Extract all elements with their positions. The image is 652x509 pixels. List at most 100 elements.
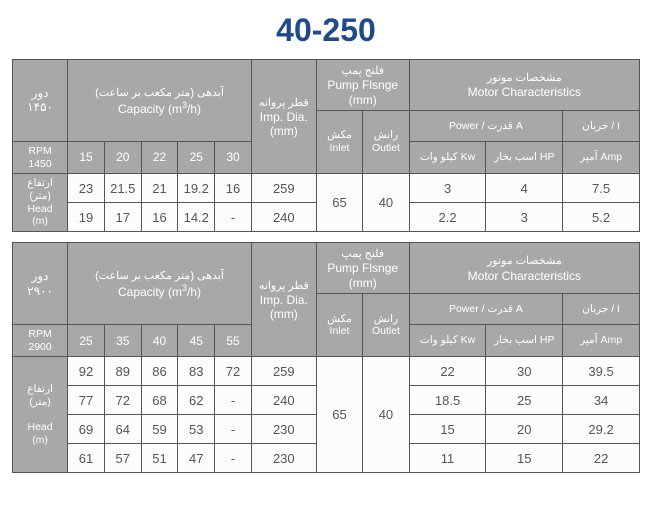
outlet-val: 40	[363, 174, 409, 232]
inlet-en: Inlet	[330, 325, 350, 337]
rpm-header: دور ۲۹۰۰	[13, 243, 68, 325]
cell: 19	[68, 203, 105, 232]
amp-header: جریان / I	[563, 294, 640, 325]
capacity-header: آبدهی (متر مکعب بر ساعت) Capacity (m3/h)	[68, 243, 252, 325]
rpm-en: RPM	[28, 145, 51, 157]
rpm-sub: RPM 2900	[13, 325, 68, 357]
cell: 34	[563, 386, 640, 415]
imp-ar: قطر پروانه	[259, 280, 309, 292]
cell: 3	[486, 203, 563, 232]
kw-header: کیلو وات Kw	[409, 141, 486, 173]
cap-0: 15	[68, 141, 105, 173]
cell: 5.2	[563, 203, 640, 232]
cell: 15	[486, 444, 563, 473]
head-ar: ارتفاع	[27, 177, 53, 189]
cap-4: 55	[215, 325, 252, 357]
cell: 19.2	[178, 174, 215, 203]
cell: 89	[104, 357, 141, 386]
imp-ar: قطر پروانه	[259, 97, 309, 109]
cell: 72	[104, 386, 141, 415]
inlet-en: Inlet	[330, 142, 350, 154]
cell: 61	[68, 444, 105, 473]
head-unit: (متر)	[29, 190, 51, 202]
cell: 68	[141, 386, 178, 415]
hp-header: اسب بخار HP	[486, 141, 563, 173]
imp-mm: (mm)	[270, 124, 298, 138]
flange-header: فلنج پمپ Pump Flsnge (mm)	[316, 60, 409, 111]
outlet-en: Outlet	[372, 325, 400, 337]
motor-en: Motor Characteristics	[468, 85, 581, 99]
cell: 83	[178, 357, 215, 386]
motor-header: مشخصات موتور Motor Characteristics	[409, 243, 639, 294]
cap-3: 45	[178, 325, 215, 357]
cell: 15	[409, 415, 486, 444]
imp-header: قطر پروانه Imp. Dia. (mm)	[251, 60, 316, 174]
cell: 11	[409, 444, 486, 473]
flange-ar: فلنج پمپ	[341, 65, 384, 77]
imp-en: Imp. Dia.	[260, 110, 308, 124]
cell: 21	[141, 174, 178, 203]
cell: 230	[251, 444, 316, 473]
head-header: ارتفاع (متر) Head (m)	[13, 357, 68, 473]
kw-header: کیلو وات Kw	[409, 325, 486, 357]
cell: 64	[104, 415, 141, 444]
cell: 16	[215, 174, 252, 203]
flange-en: Pump Flsnge	[327, 78, 398, 92]
cell: 22	[409, 357, 486, 386]
head-unit: (متر)	[29, 396, 51, 408]
cell: 240	[251, 386, 316, 415]
cap-3: 25	[178, 141, 215, 173]
inlet-ar: مکش	[327, 129, 352, 141]
head-en: Head	[28, 421, 53, 433]
cell: 29.2	[563, 415, 640, 444]
cell: 22	[563, 444, 640, 473]
imp-header: قطر پروانه Imp. Dia. (mm)	[251, 243, 316, 357]
cell: 62	[178, 386, 215, 415]
cell: 16	[141, 203, 178, 232]
outlet-header: رانش Outlet	[363, 110, 409, 173]
cap-1: 20	[104, 141, 141, 173]
cell: 259	[251, 357, 316, 386]
cell: 17	[104, 203, 141, 232]
amp-header: جریان / I	[563, 110, 640, 141]
rpm-header: دور ۱۴۵۰	[13, 60, 68, 142]
cell: 77	[68, 386, 105, 415]
cell: 230	[251, 415, 316, 444]
head-ar: ارتفاع	[27, 383, 53, 395]
cell: 53	[178, 415, 215, 444]
cap-ar: آبدهی (متر مکعب بر ساعت)	[95, 270, 224, 282]
cell: -	[215, 415, 252, 444]
cell: 69	[68, 415, 105, 444]
cap-en-a: Capacity (m	[118, 102, 182, 116]
cap-ar: آبدهی (متر مکعب بر ساعت)	[95, 87, 224, 99]
spec-table-1450: دور ۱۴۵۰ آبدهی (متر مکعب بر ساعت) Capaci…	[12, 59, 640, 232]
flange-mm: (mm)	[349, 276, 377, 290]
cap-2: 22	[141, 141, 178, 173]
rpm-ar-val: ۱۴۵۰	[27, 100, 53, 114]
cell: 259	[251, 174, 316, 203]
head-m: (m)	[32, 215, 48, 227]
hp-header: اسب بخار HP	[486, 325, 563, 357]
outlet-val: 40	[363, 357, 409, 473]
rpm-ar: دور	[32, 269, 49, 283]
inlet-ar: مکش	[327, 313, 352, 325]
rpm-sub: RPM 1450	[13, 141, 68, 173]
flange-mm: (mm)	[349, 93, 377, 107]
rpm-val: 1450	[28, 158, 51, 170]
motor-header: مشخصات موتور Motor Characteristics	[409, 60, 639, 111]
cap-en-b: /h)	[187, 285, 201, 299]
cell: 51	[141, 444, 178, 473]
cell: 18.5	[409, 386, 486, 415]
cell: 7.5	[563, 174, 640, 203]
rpm-ar: دور	[32, 86, 49, 100]
amp-sub: آمپر Amp	[563, 141, 640, 173]
outlet-header: رانش Outlet	[363, 294, 409, 357]
cell: 14.2	[178, 203, 215, 232]
cell: 3	[409, 174, 486, 203]
head-m: (m)	[32, 434, 48, 446]
flange-header: فلنج پمپ Pump Flsnge (mm)	[316, 243, 409, 294]
cell: 92	[68, 357, 105, 386]
outlet-ar: رانش	[374, 313, 398, 325]
spec-table-2900: دور ۲۹۰۰ آبدهی (متر مکعب بر ساعت) Capaci…	[12, 242, 640, 473]
cell: 59	[141, 415, 178, 444]
